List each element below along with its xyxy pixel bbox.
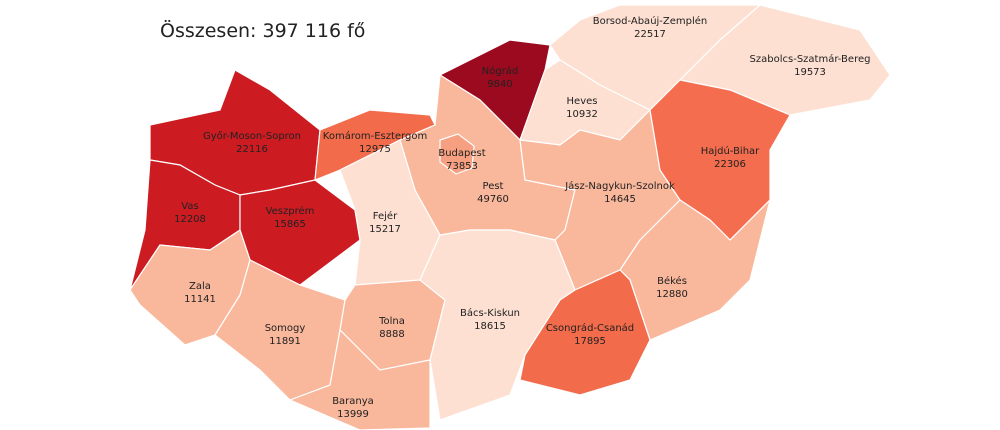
county-name: Csongrád-Csanád <box>546 322 634 334</box>
county-name: Komárom-Esztergom <box>323 130 427 142</box>
county-name: Veszprém <box>266 205 315 217</box>
county-value: 12880 <box>656 289 688 300</box>
county-name: Budapest <box>438 148 485 159</box>
county-value: 49760 <box>477 194 509 205</box>
county-name: Borsod-Abaúj-Zemplén <box>593 15 708 27</box>
county-value: 19573 <box>794 67 826 78</box>
county-value: 10932 <box>566 109 598 120</box>
county <box>619 198 772 341</box>
county-value: 73853 <box>446 161 478 172</box>
county-name: Tolna <box>378 316 405 327</box>
counties <box>129 4 891 430</box>
county-value: 22116 <box>236 144 268 155</box>
county <box>519 269 651 396</box>
county-value: 22517 <box>634 29 666 40</box>
county-value: 18615 <box>474 321 506 332</box>
county-name: Somogy <box>265 323 306 334</box>
county-value: 15217 <box>369 224 401 235</box>
total-label: Összesen: 397 116 fő <box>160 19 365 42</box>
labels: Borsod-Abaúj-Zemplén 22517 Szabolcs-Szatmá… <box>174 15 870 420</box>
county-value: 8888 <box>379 329 404 340</box>
county-value: 9840 <box>487 79 512 90</box>
county-name: Jász-Nagykun-Szolnok <box>564 180 675 192</box>
county-name: Zala <box>189 281 211 292</box>
county-value: 12975 <box>359 144 391 155</box>
county <box>439 133 475 175</box>
county-name: Fejér <box>373 210 398 222</box>
county-value: 12208 <box>174 214 206 225</box>
county-value: 11141 <box>184 294 216 305</box>
county-value: 22306 <box>714 159 746 170</box>
county-name: Vas <box>181 201 198 212</box>
county-value: 17895 <box>574 336 606 347</box>
county-value: 15865 <box>274 219 306 230</box>
county-name: Heves <box>567 96 598 107</box>
county-name: Békés <box>657 275 687 287</box>
county-name: Győr-Moson-Sopron <box>203 130 301 142</box>
county-name: Pest <box>483 181 504 192</box>
county-name: Baranya <box>332 396 374 407</box>
county-value: 14645 <box>604 194 636 205</box>
county-name: Hajdú-Bihar <box>701 145 760 157</box>
county-value: 11891 <box>269 336 301 347</box>
county-name: Bács-Kiskun <box>460 307 520 319</box>
county-name: Nógrád <box>482 65 519 77</box>
county-name: Szabolcs-Szatmár-Bereg <box>750 53 871 65</box>
county-value: 13999 <box>337 409 369 420</box>
county <box>288 328 431 430</box>
